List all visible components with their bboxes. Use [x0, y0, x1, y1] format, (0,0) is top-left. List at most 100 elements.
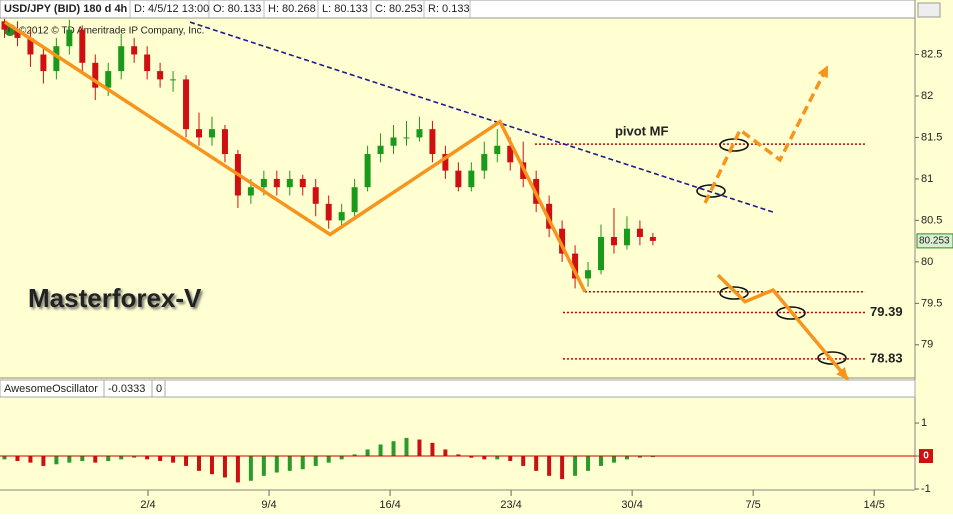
oscillator-bar — [93, 456, 98, 463]
candle-body — [377, 145, 384, 155]
candle-body — [429, 129, 436, 155]
candle-body — [636, 228, 643, 237]
candle-body — [144, 54, 151, 72]
candle-body — [208, 129, 215, 138]
x-tick-label: 9/4 — [261, 499, 276, 511]
candle-body — [273, 178, 280, 188]
y-tick-label: 79.5 — [921, 297, 942, 309]
symbol: USD/JPY (BID) 180 d 4h — [4, 3, 128, 15]
arrowhead — [836, 367, 849, 380]
candle-body — [351, 187, 358, 213]
y-tick-label: 79 — [921, 339, 933, 351]
oscillator-bar — [235, 456, 240, 483]
candle-body — [585, 270, 592, 279]
high: H: 80.268 — [268, 3, 316, 15]
candle-body — [27, 37, 34, 55]
oscillator-title: AwesomeOscillator — [4, 383, 98, 395]
candle-body — [481, 154, 488, 171]
oscillator-bar — [248, 456, 253, 481]
oscillator-bar — [443, 449, 448, 457]
low: L: 80.133 — [322, 3, 368, 15]
oscillator-bar — [339, 456, 344, 460]
oscillator-bar — [261, 456, 266, 476]
oscillator-bar — [599, 456, 604, 466]
last-price-label: 80.253 — [919, 236, 950, 247]
date: D: 4/5/12 13:00 — [134, 3, 209, 15]
oscillator-bar — [586, 456, 591, 471]
oscillator-parameter: 0 — [156, 383, 162, 395]
candle-body — [312, 187, 319, 204]
oscillator-bar — [184, 456, 189, 466]
y-tick-label: 82.5 — [921, 48, 942, 60]
oscillator-bar — [404, 437, 409, 457]
oscillator-header — [0, 379, 916, 398]
oscillator-bar — [313, 456, 318, 466]
candle-body — [14, 29, 21, 38]
oscillator-bar — [456, 454, 461, 457]
oscillator-bar — [508, 456, 513, 461]
oscillator-bar — [417, 439, 422, 457]
candle-body — [92, 62, 99, 88]
oscillator-bar — [119, 456, 124, 460]
oscillator-bar — [15, 456, 20, 461]
candle-body — [468, 170, 475, 188]
candle-body — [299, 178, 306, 188]
candle-body — [196, 129, 203, 138]
price-plot — [1, 18, 866, 360]
oscillator-bar — [287, 456, 292, 471]
oscillator-bar — [547, 456, 552, 476]
oscillator-bar — [430, 442, 435, 457]
candle-body — [118, 46, 125, 72]
candle-body — [598, 236, 605, 271]
oscillator-bar — [560, 456, 565, 480]
oscillator-bar — [469, 456, 474, 458]
candle-body — [247, 187, 254, 196]
trendline — [716, 273, 850, 381]
candle-body — [455, 170, 462, 188]
candle-body — [559, 228, 566, 254]
watermark: Masterforex-V — [28, 283, 202, 313]
header-cells — [129, 0, 471, 18]
candle-body — [572, 253, 579, 279]
candle-body — [325, 203, 332, 221]
marker-ellipse — [719, 286, 749, 300]
arrowhead — [817, 65, 829, 79]
oscillator-bar — [326, 456, 331, 463]
oscillator-bar — [482, 456, 487, 460]
oscillator-bar — [573, 456, 578, 476]
oscillator-bar — [145, 456, 150, 460]
oscillator-value: -0.0333 — [108, 383, 145, 395]
oscillator-bar — [2, 456, 7, 460]
candle-body — [364, 154, 371, 188]
candle-body — [649, 236, 656, 241]
oscillator-bar — [365, 449, 370, 457]
candle-body — [1, 21, 8, 30]
oscillator-bar — [378, 444, 383, 457]
oscillator-bar — [637, 456, 642, 458]
candle-body — [170, 79, 177, 81]
y-tick-label: -1 — [921, 483, 931, 495]
y-tick-label: 82 — [921, 90, 933, 102]
candle-body — [53, 46, 60, 72]
x-tick-label: 16/4 — [379, 499, 400, 511]
candle-body — [66, 29, 73, 47]
candle-body — [157, 71, 164, 80]
x-tick-label: 14/5 — [863, 499, 884, 511]
range: R: 0.133 — [428, 3, 470, 15]
trendline — [703, 64, 830, 204]
trendline — [4, 20, 587, 293]
y-tick-label: 81 — [921, 173, 933, 185]
oscillator-bar — [197, 456, 202, 471]
open: O: 80.133 — [213, 3, 261, 15]
x-tick-label: 23/4 — [500, 499, 521, 511]
oscillator-bar — [106, 456, 111, 461]
oscillator-bar — [352, 454, 357, 457]
oscillator-bar — [158, 456, 163, 461]
candle-body — [40, 54, 47, 72]
window-button[interactable] — [917, 2, 941, 18]
zero-tag — [919, 449, 933, 464]
x-tick-label: 7/5 — [746, 499, 761, 511]
x-axis-band — [0, 491, 953, 514]
